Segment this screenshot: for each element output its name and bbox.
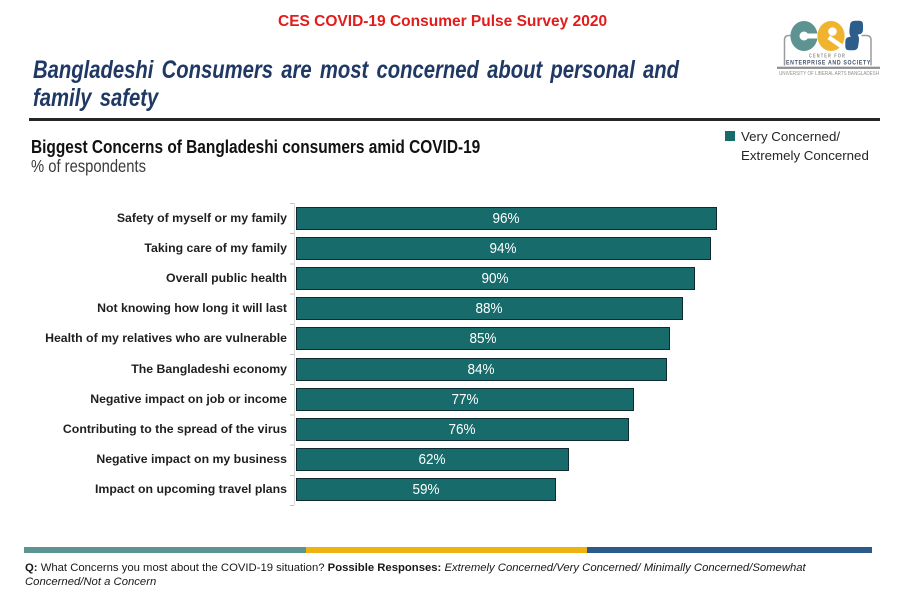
svg-text:ENTERPRISE AND SOCIETY: ENTERPRISE AND SOCIETY bbox=[786, 60, 871, 67]
svg-text:UNIVERSITY OF LIBERAL ARTS BAN: UNIVERSITY OF LIBERAL ARTS BANGLADESH bbox=[779, 71, 879, 77]
svg-text:CENTER FOR: CENTER FOR bbox=[809, 54, 846, 60]
